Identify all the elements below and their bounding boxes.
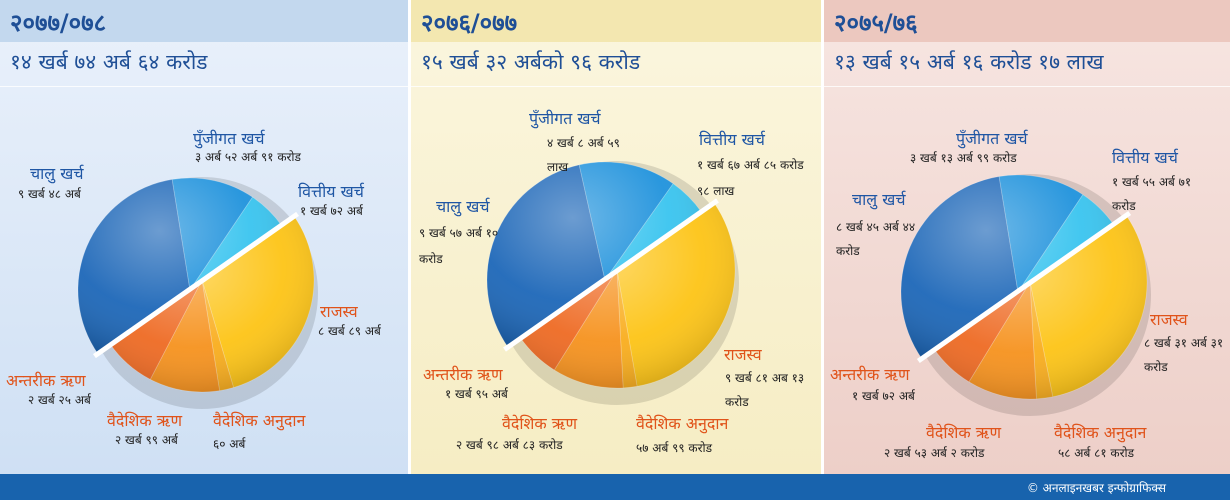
year-header	[411, 0, 821, 42]
slice-label-current-expense: चालु खर्च	[30, 164, 84, 183]
slice-label-financial-expense: वित्तीय खर्च	[298, 182, 364, 201]
slice-value-foreign-grant: ५८ अर्ब ८१ करोड	[1058, 446, 1135, 460]
fiscal-year-title: २०७७/०७८	[10, 9, 107, 37]
pie-chart	[77, 177, 318, 409]
pie-split-line	[503, 198, 719, 352]
slice-label-capital-expense: पुँजीगत खर्च	[956, 129, 1028, 148]
slice-label-current-expense: चालु खर्च	[436, 197, 490, 216]
slice-value-capital-expense: ३ अर्ब ५२ अर्ब ९१ करोड	[195, 150, 301, 164]
revenue-half-shine	[520, 202, 735, 388]
slice-label-foreign-grant: वैदेशिक अनुदान	[213, 411, 306, 430]
slice-value-foreign-loan: २ खर्ब ५३ अर्ब २ करोड	[884, 446, 985, 460]
slice-value-internal-loan: १ खर्ब ९५ अर्ब	[445, 387, 508, 401]
expense-half-shine	[487, 162, 702, 348]
slice-value-revenue: ८ खर्ब ८९ अर्ब	[318, 324, 381, 338]
slice-label-internal-loan: अन्तरीक ऋण	[830, 365, 910, 384]
year-header	[824, 0, 1230, 42]
slice-value-foreign-grant: ६० अर्ब	[213, 437, 246, 451]
slice-value-internal-loan: २ खर्ब २५ अर्ब	[28, 393, 91, 407]
budget-total: १४ खर्ब ७४ अर्ब ६४ करोड	[10, 50, 208, 74]
slice-value-current-expense: ८ खर्ब ४५ अर्ब ४४ करोड	[836, 220, 916, 258]
slice-value-financial-expense: १ खर्ब ६७ अर्ब ८५ करोड ९८ लाख	[697, 158, 804, 198]
divider	[824, 86, 1230, 87]
slice-label-internal-loan: अन्तरीक ऋण	[423, 365, 503, 384]
slice-value-foreign-grant: ५७ अर्ब ९९ करोड	[636, 441, 713, 455]
slice-value-capital-expense: ४ खर्ब ८ अर्ब ५९ लाख	[547, 136, 620, 174]
pie-chart	[900, 174, 1151, 416]
slice-label-current-expense: चालु खर्च	[852, 190, 906, 209]
slice-label-capital-expense: पुँजीगत खर्च	[193, 129, 265, 148]
pie-split-line	[92, 211, 300, 359]
slice-label-foreign-loan: वैदेशिक ऋण	[502, 414, 578, 433]
revenue-half-shine	[934, 214, 1147, 399]
slice-value-financial-expense: १ खर्ब ७२ अर्ब	[300, 204, 363, 218]
budget-total: १५ खर्ब ३२ अर्बको ९६ करोड	[421, 50, 641, 74]
slice-value-foreign-loan: २ खर्ब ९९ अर्ब	[115, 433, 178, 447]
slice-value-revenue: ८ खर्ब ३१ अर्ब ३१ करोड	[1144, 336, 1224, 374]
chart-panel-2076-77: २०७६/०७७ १५ खर्ब ३२ अर्बको ९६ करोड पुँजी…	[411, 0, 821, 474]
slice-label-revenue: राजस्व	[724, 345, 762, 364]
chart-panel-2077-78: २०७७/०७८ १४ खर्ब ७४ अर्ब ६४ करोड पुँजीगत…	[0, 0, 408, 474]
fiscal-year-title: २०७५/७६	[834, 9, 918, 37]
slice-label-foreign-grant: वैदेशिक अनुदान	[1054, 423, 1147, 442]
slice-value-current-expense: ९ खर्ब ५७ अर्ब १० करोड	[419, 226, 499, 266]
year-header	[0, 0, 408, 42]
slice-value-internal-loan: १ खर्ब ७२ अर्ब	[852, 389, 915, 403]
footer-bar: © अनलाइनखबर इन्फोग्राफिक्स	[0, 474, 1230, 500]
pie-chart	[486, 161, 739, 405]
divider	[0, 86, 408, 87]
slice-value-foreign-loan: २ खर्ब ९८ अर्ब ८३ करोड	[456, 438, 563, 452]
slice-value-capital-expense: ३ खर्ब १३ अर्ब ९९ करोड	[910, 151, 1017, 165]
revenue-half-shine	[110, 215, 314, 393]
pie-split-line	[916, 210, 1132, 364]
slice-label-revenue: राजस्व	[1150, 310, 1188, 329]
budget-total: १३ खर्ब १५ अर्ब १६ करोड १७ लाख	[834, 50, 1104, 74]
slice-label-foreign-grant: वैदेशिक अनुदान	[636, 414, 729, 433]
slice-label-foreign-loan: वैदेशिक ऋण	[107, 411, 183, 430]
slice-label-foreign-loan: वैदेशिक ऋण	[926, 423, 1002, 442]
divider	[411, 86, 821, 87]
slice-value-current-expense: ९ खर्ब ४८ अर्ब	[18, 187, 81, 201]
slice-value-financial-expense: १ खर्ब ५५ अर्ब ७१ करोड	[1112, 175, 1192, 213]
slice-label-financial-expense: वित्तीय खर्च	[699, 130, 765, 149]
chart-panel-2075-76: २०७५/७६ १३ खर्ब १५ अर्ब १६ करोड १७ लाख प…	[824, 0, 1230, 474]
slice-value-revenue: ९ खर्ब ८१ अब १३ करोड	[725, 371, 805, 409]
slice-label-capital-expense: पुँजीगत खर्च	[529, 109, 601, 128]
slice-label-revenue: राजस्व	[320, 302, 358, 321]
credit-text: © अनलाइनखबर इन्फोग्राफिक्स	[1026, 481, 1166, 495]
slice-label-financial-expense: वित्तीय खर्च	[1112, 148, 1178, 167]
slice-label-internal-loan: अन्तरीक ऋण	[6, 371, 86, 390]
expense-half-shine	[78, 178, 282, 355]
fiscal-year-title: २०७६/०७७	[421, 9, 518, 37]
expense-half-shine	[901, 175, 1114, 360]
